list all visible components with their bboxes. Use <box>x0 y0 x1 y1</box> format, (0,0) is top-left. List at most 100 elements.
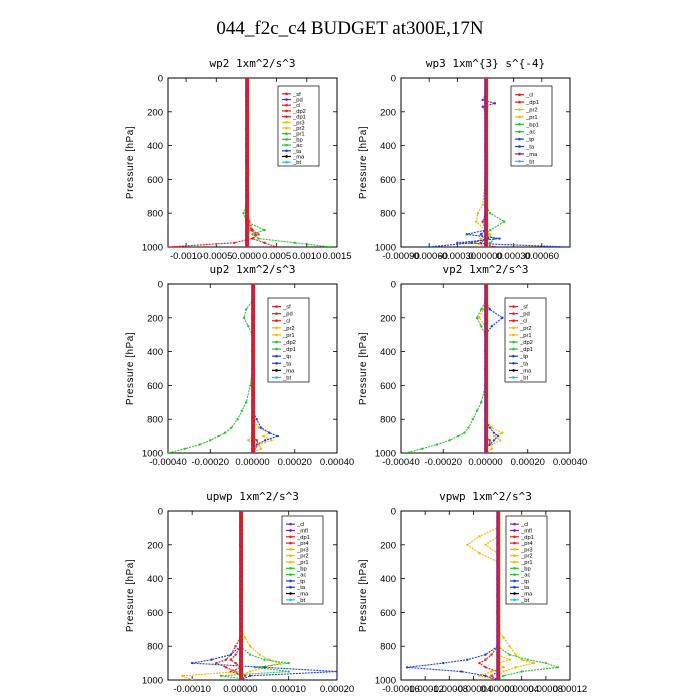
data-point <box>484 148 489 152</box>
legend-marker <box>513 548 516 551</box>
y-tick-label: 0 <box>391 280 396 291</box>
data-point <box>484 245 489 247</box>
data-point <box>244 308 248 311</box>
legend-label: _pr1 <box>296 560 309 566</box>
legend-marker <box>275 312 278 315</box>
data-point <box>244 401 248 404</box>
data-point <box>229 658 232 661</box>
x-tick-label: 0.0000 <box>232 251 261 262</box>
data-point <box>475 316 479 319</box>
legend-label: _ac <box>292 143 302 149</box>
data-point <box>484 236 489 241</box>
data-point <box>484 400 489 404</box>
legend-label: _sf <box>519 305 528 311</box>
legend-label: _pr1 <box>292 132 305 138</box>
data-point <box>239 623 244 627</box>
data-point <box>239 615 244 619</box>
x-tick-label: -0.00010 <box>173 684 211 695</box>
legend-label: _pr2 <box>520 554 533 560</box>
series-line <box>214 511 241 680</box>
data-point <box>239 631 244 636</box>
legend-label: _bp <box>520 566 531 572</box>
legend-label: _bt <box>520 598 529 604</box>
legend-label: _pr4 <box>520 541 533 547</box>
data-point <box>484 97 489 101</box>
data-point <box>456 434 460 438</box>
data-point <box>496 631 501 636</box>
data-point <box>496 564 501 568</box>
data-point <box>442 661 445 665</box>
data-point <box>190 661 194 665</box>
data-point <box>240 409 244 412</box>
legend-label: _pr2 <box>282 326 295 332</box>
y-tick-label: 800 <box>380 642 396 653</box>
data-point <box>502 636 505 639</box>
data-point <box>466 658 469 661</box>
data-point <box>484 371 489 375</box>
legend-label: _bt <box>282 375 291 381</box>
legend-marker <box>518 145 521 148</box>
data-point <box>239 534 244 538</box>
legend-marker <box>285 160 288 164</box>
legend-marker <box>275 333 278 337</box>
legend-label: _mfl <box>296 528 308 534</box>
data-point <box>484 307 489 311</box>
data-point <box>329 245 333 247</box>
legend-label: _pr2 <box>519 326 532 332</box>
data-point <box>484 383 489 387</box>
data-point <box>251 392 256 396</box>
data-point <box>488 241 492 244</box>
legend: _cl_dp1 _pr2_pr1_bp1 _ac_tp _ta_ma_bt <box>510 85 553 167</box>
data-point <box>245 118 250 122</box>
legend-marker <box>285 92 288 96</box>
panel-title: vpwp 1xm^2/s^3 <box>439 490 532 503</box>
data-point <box>244 674 247 677</box>
data-point <box>484 362 489 366</box>
data-point <box>448 439 451 442</box>
data-point <box>239 547 244 551</box>
data-point <box>245 190 250 194</box>
data-point <box>514 653 517 656</box>
legend-label: _ma <box>296 592 309 598</box>
data-point <box>502 670 505 673</box>
data-point <box>245 144 250 148</box>
legend-label: _dp1 <box>292 115 306 121</box>
data-point <box>484 198 489 203</box>
data-point <box>245 84 250 89</box>
data-point <box>239 636 244 640</box>
legend-label: _ac <box>520 573 530 579</box>
data-point <box>502 674 505 677</box>
data-point <box>245 194 250 198</box>
data-point <box>245 80 250 84</box>
x-tick-label: 0.00060 <box>525 251 559 262</box>
legend-marker <box>289 585 292 589</box>
x-tick-label: -0.00008 <box>431 684 469 695</box>
series-line <box>406 511 499 680</box>
data-point <box>496 522 501 526</box>
data-point <box>496 615 501 619</box>
data-point <box>215 661 218 665</box>
legend-label: _dp2 <box>292 109 306 115</box>
data-point <box>239 572 244 576</box>
data-point <box>335 670 337 673</box>
data-point <box>484 303 489 307</box>
data-point <box>484 139 489 143</box>
data-point <box>251 286 256 290</box>
legend-label: _tp <box>296 579 305 585</box>
data-point <box>239 644 244 648</box>
data-point <box>484 211 489 215</box>
data-point <box>251 400 256 404</box>
legend-marker <box>512 361 515 365</box>
data-point <box>484 451 489 453</box>
data-point <box>245 105 250 110</box>
y-tick-label: 800 <box>147 642 163 653</box>
series-line <box>478 511 499 680</box>
data-point <box>239 526 244 530</box>
legend-label: _sf <box>292 92 301 98</box>
data-point <box>251 438 256 442</box>
series-line <box>429 78 490 247</box>
y-axis-label: Pressure [hPa] <box>358 332 369 405</box>
data-point <box>496 623 501 627</box>
y-tick-label: 800 <box>147 209 163 220</box>
data-point <box>484 286 489 290</box>
